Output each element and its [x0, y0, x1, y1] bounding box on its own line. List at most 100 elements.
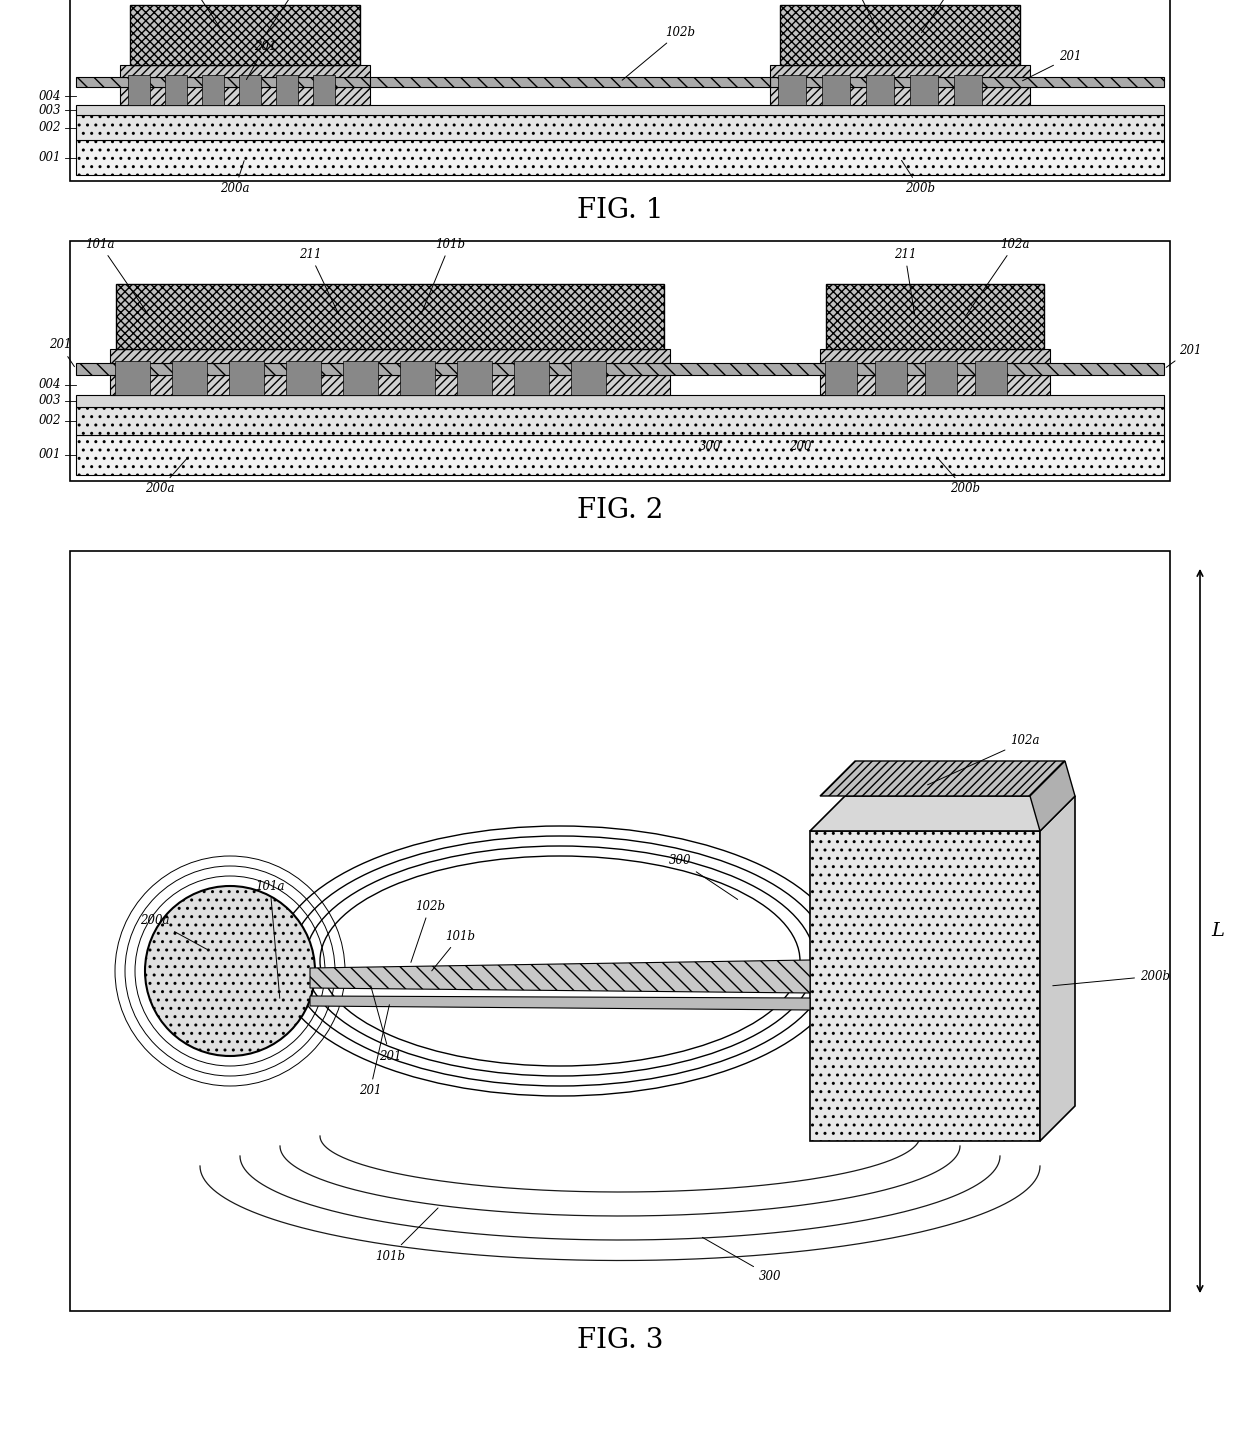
- Bar: [76, 115, 1164, 139]
- Bar: [780, 4, 1021, 65]
- Bar: [76, 406, 1164, 435]
- Text: 300: 300: [702, 1238, 781, 1283]
- Bar: [312, 75, 335, 104]
- Bar: [69, 241, 1171, 480]
- Text: FIG. 1: FIG. 1: [577, 197, 663, 225]
- Text: 201: 201: [1167, 344, 1202, 367]
- Text: 200a: 200a: [140, 914, 207, 949]
- Text: L: L: [1211, 921, 1225, 940]
- Bar: [777, 75, 806, 104]
- Bar: [825, 361, 857, 395]
- Bar: [110, 374, 670, 395]
- Polygon shape: [310, 995, 810, 1010]
- Text: 201: 201: [1023, 51, 1081, 81]
- Circle shape: [145, 887, 315, 1056]
- Text: 004: 004: [38, 379, 61, 392]
- Bar: [770, 87, 1030, 104]
- Text: 102b: 102b: [410, 900, 445, 962]
- Bar: [770, 65, 1030, 77]
- Bar: [76, 363, 1164, 374]
- Text: 101b: 101b: [432, 930, 475, 971]
- Bar: [277, 75, 298, 104]
- Bar: [570, 361, 606, 395]
- Bar: [925, 361, 957, 395]
- Bar: [69, 0, 1171, 181]
- Bar: [130, 4, 360, 65]
- Polygon shape: [810, 797, 1075, 831]
- Bar: [810, 831, 1040, 1140]
- Text: 200: 200: [789, 441, 811, 454]
- Polygon shape: [310, 961, 810, 992]
- Text: 102a: 102a: [928, 734, 1040, 785]
- Text: 300: 300: [668, 855, 738, 900]
- Text: 102a: 102a: [921, 0, 985, 33]
- Text: 101a: 101a: [267, 0, 330, 33]
- Polygon shape: [1030, 760, 1075, 831]
- Bar: [165, 75, 187, 104]
- Text: 200b: 200b: [937, 457, 980, 495]
- Bar: [875, 361, 906, 395]
- Text: 201: 201: [371, 985, 402, 1062]
- Text: 101b: 101b: [422, 238, 465, 315]
- Bar: [820, 350, 1050, 363]
- Bar: [458, 361, 492, 395]
- Bar: [128, 75, 150, 104]
- Text: 102b: 102b: [622, 26, 694, 80]
- Bar: [110, 350, 670, 363]
- Text: 003: 003: [38, 103, 61, 116]
- Text: 211: 211: [174, 0, 223, 33]
- Text: 211: 211: [838, 0, 879, 32]
- Bar: [202, 75, 224, 104]
- Bar: [120, 65, 370, 77]
- Text: 201: 201: [358, 1004, 389, 1097]
- Text: 003: 003: [38, 395, 61, 408]
- Bar: [370, 77, 770, 87]
- Text: 004: 004: [38, 90, 61, 103]
- Bar: [343, 361, 378, 395]
- Bar: [76, 139, 1164, 176]
- Bar: [239, 75, 260, 104]
- Text: 200a: 200a: [221, 161, 249, 196]
- Text: FIG. 2: FIG. 2: [577, 498, 663, 524]
- Text: 201: 201: [48, 338, 74, 367]
- Bar: [76, 104, 1164, 115]
- Bar: [954, 75, 982, 104]
- Text: 002: 002: [38, 415, 61, 428]
- Bar: [115, 361, 150, 395]
- Text: 002: 002: [38, 120, 61, 133]
- Text: FIG. 3: FIG. 3: [577, 1328, 663, 1354]
- Bar: [229, 361, 264, 395]
- Bar: [76, 435, 1164, 474]
- Bar: [286, 361, 321, 395]
- Bar: [172, 361, 207, 395]
- Bar: [76, 77, 370, 87]
- Bar: [120, 87, 370, 104]
- Bar: [975, 361, 1007, 395]
- Polygon shape: [1040, 797, 1075, 1140]
- Bar: [69, 551, 1171, 1312]
- Text: 211: 211: [894, 248, 916, 315]
- Bar: [515, 361, 549, 395]
- Bar: [820, 374, 1050, 395]
- Bar: [910, 75, 937, 104]
- Polygon shape: [820, 760, 1065, 797]
- Text: 200b: 200b: [1053, 969, 1171, 985]
- Text: 200a: 200a: [145, 457, 188, 495]
- Text: 001: 001: [38, 151, 61, 164]
- Text: 300: 300: [699, 441, 722, 454]
- Text: 211: 211: [299, 248, 339, 315]
- Bar: [117, 284, 663, 350]
- Bar: [76, 395, 1164, 406]
- Bar: [826, 284, 1044, 350]
- Bar: [822, 75, 849, 104]
- Text: 001: 001: [38, 448, 61, 461]
- Text: 200b: 200b: [901, 161, 935, 196]
- Text: 101b: 101b: [374, 1209, 438, 1262]
- Bar: [866, 75, 894, 104]
- Text: 201: 201: [247, 41, 277, 80]
- Bar: [770, 77, 1164, 87]
- Text: 101a: 101a: [86, 238, 149, 315]
- Bar: [401, 361, 435, 395]
- Text: 101a: 101a: [255, 879, 285, 998]
- Text: 102a: 102a: [966, 238, 1029, 315]
